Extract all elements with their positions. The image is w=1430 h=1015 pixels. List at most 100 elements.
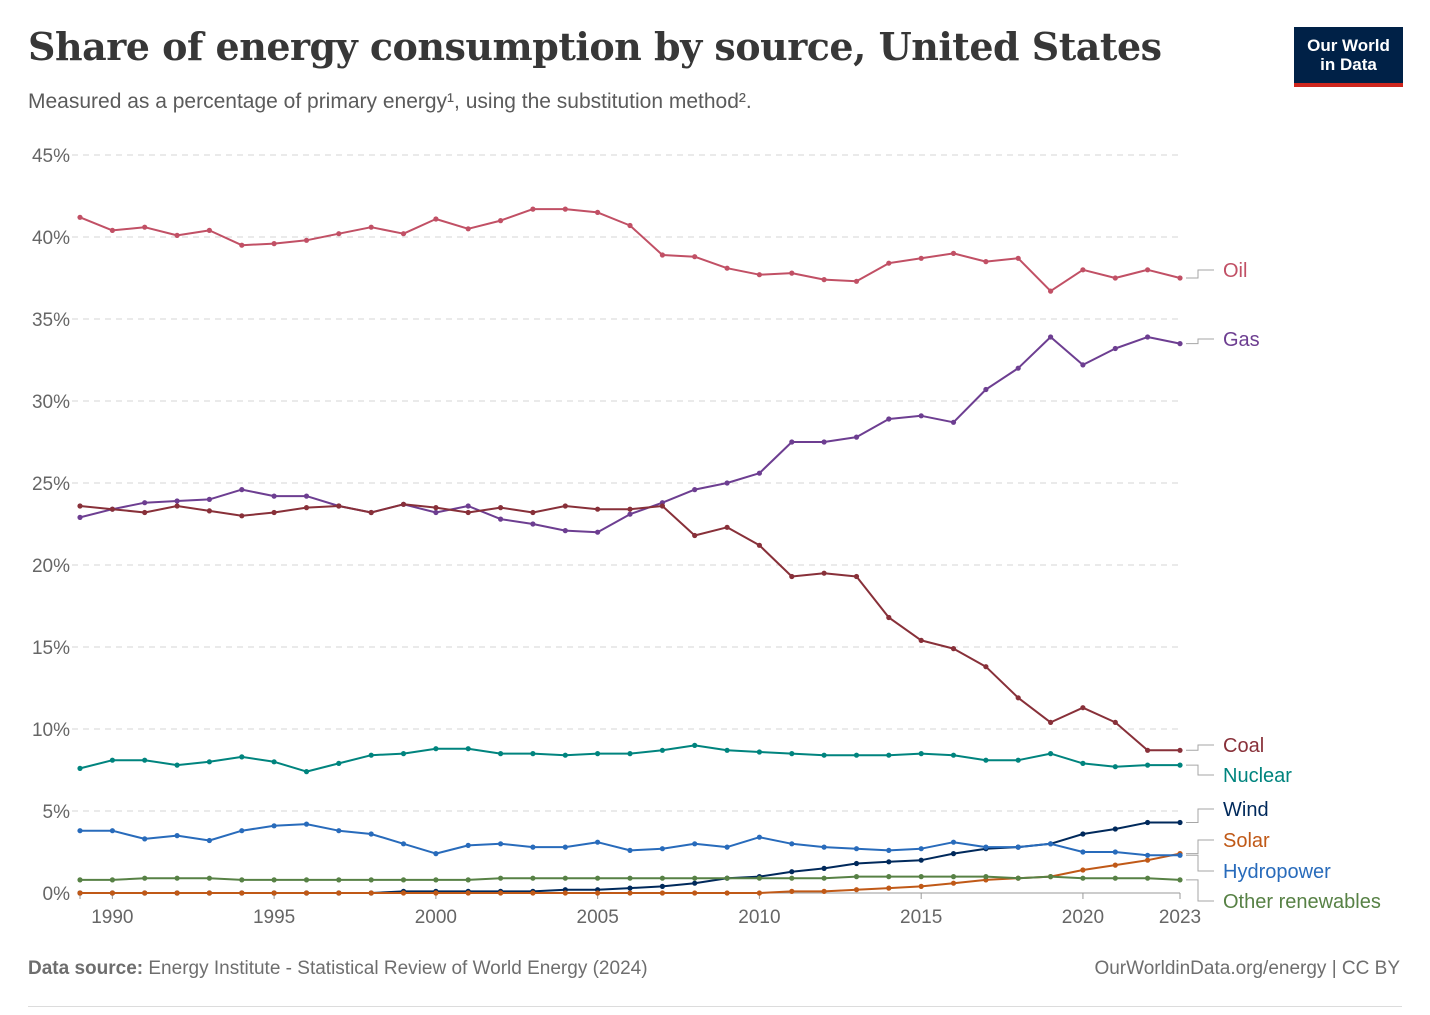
data-point-coal xyxy=(692,532,698,539)
series-solar xyxy=(77,851,1183,896)
series-hydropower xyxy=(77,821,1183,858)
data-point-other-renewables xyxy=(336,877,342,883)
data-point-hydropower xyxy=(659,846,666,852)
data-point-hydropower xyxy=(142,836,148,842)
data-point-nuclear xyxy=(756,749,763,755)
data-point-hydropower xyxy=(886,847,892,854)
data-point-oil xyxy=(174,232,180,238)
data-point-other-renewables xyxy=(595,875,601,881)
data-point-other-renewables xyxy=(498,875,504,881)
data-point-oil xyxy=(789,270,795,276)
data-point-nuclear xyxy=(77,765,83,772)
data-point-nuclear xyxy=(498,751,504,757)
data-point-other-renewables xyxy=(627,875,633,881)
owid-link[interactable]: OurWorldinData.org/energy | CC BY xyxy=(1094,958,1400,979)
data-point-gas xyxy=(789,439,795,445)
data-point-nuclear xyxy=(1048,751,1054,757)
data-point-other-renewables xyxy=(1177,877,1183,883)
data-point-coal xyxy=(1112,719,1118,726)
data-point-solar xyxy=(789,888,795,895)
data-point-solar xyxy=(465,890,471,896)
data-point-other-renewables xyxy=(789,875,795,881)
data-point-hydropower xyxy=(1048,841,1054,847)
data-point-wind xyxy=(886,859,892,865)
data-point-other-renewables xyxy=(206,875,212,881)
data-point-nuclear xyxy=(562,752,568,758)
data-point-solar xyxy=(659,890,666,896)
data-point-other-renewables xyxy=(983,874,989,880)
y-tick-label: 15% xyxy=(32,638,70,659)
data-point-nuclear xyxy=(983,757,989,763)
series-line-wind xyxy=(80,821,1180,894)
x-tick-label: 2023 xyxy=(1159,907,1201,928)
data-point-wind xyxy=(821,865,827,872)
data-point-solar xyxy=(627,890,633,896)
owid-logo[interactable]: Our World in Data xyxy=(1294,27,1403,87)
data-point-gas xyxy=(239,487,245,493)
data-point-oil xyxy=(1177,275,1183,281)
data-point-coal xyxy=(853,573,860,580)
data-point-hydropower xyxy=(595,839,601,845)
data-point-coal xyxy=(109,506,115,512)
series-line-coal xyxy=(79,503,1180,752)
chart-subtitle: Measured as a percentage of primary ener… xyxy=(28,90,752,113)
data-point-coal xyxy=(756,542,763,548)
data-point-hydropower xyxy=(174,833,180,839)
label-connector-other-renewables xyxy=(1186,879,1214,902)
data-point-coal xyxy=(206,508,212,514)
series-line-nuclear xyxy=(79,744,1180,773)
data-point-hydropower xyxy=(789,841,795,847)
data-point-other-renewables xyxy=(1048,874,1054,880)
data-point-coal xyxy=(1015,695,1021,701)
data-point-gas xyxy=(1112,345,1118,352)
data-point-solar xyxy=(1080,867,1086,873)
data-point-oil xyxy=(239,242,245,248)
data-point-gas xyxy=(595,529,601,535)
data-source-text: Energy Institute - Statistical Review of… xyxy=(143,958,648,979)
data-point-oil xyxy=(400,231,407,237)
data-point-coal xyxy=(239,513,245,519)
data-point-oil xyxy=(595,209,601,215)
data-point-coal xyxy=(303,505,310,511)
data-point-other-renewables xyxy=(109,877,115,883)
data-point-other-renewables xyxy=(400,877,407,883)
data-point-other-renewables xyxy=(174,875,180,881)
data-point-nuclear xyxy=(271,759,277,765)
data-point-oil xyxy=(1080,267,1086,273)
data-point-solar xyxy=(498,890,504,896)
data-point-coal xyxy=(950,646,957,652)
data-point-oil xyxy=(659,252,666,258)
data-point-nuclear xyxy=(918,751,924,757)
data-point-wind xyxy=(1145,819,1151,826)
data-point-other-renewables xyxy=(303,877,310,883)
data-point-hydropower xyxy=(433,851,439,857)
y-tick-label: 40% xyxy=(32,228,70,249)
data-point-nuclear xyxy=(174,762,180,768)
data-point-nuclear xyxy=(886,752,892,758)
data-point-wind xyxy=(627,885,633,891)
data-point-nuclear xyxy=(530,751,536,757)
footer-divider xyxy=(28,1006,1402,1007)
data-point-coal xyxy=(918,637,924,644)
data-point-oil xyxy=(983,259,989,265)
data-point-gas xyxy=(983,386,989,393)
data-point-hydropower xyxy=(271,823,277,829)
data-point-other-renewables xyxy=(1080,875,1086,881)
logo-line-1: Our World xyxy=(1307,36,1390,55)
series-other-renewables xyxy=(77,874,1183,883)
data-point-hydropower xyxy=(627,847,633,854)
label-connector-hydropower xyxy=(1186,854,1214,872)
data-point-nuclear xyxy=(465,746,471,752)
data-point-coal xyxy=(627,506,633,512)
data-point-nuclear xyxy=(627,751,633,757)
data-point-hydropower xyxy=(562,844,568,850)
data-point-coal xyxy=(174,503,180,509)
data-point-hydropower xyxy=(756,834,763,840)
data-point-other-renewables xyxy=(853,874,860,880)
data-point-other-renewables xyxy=(659,875,666,881)
data-point-nuclear xyxy=(692,742,698,749)
data-point-other-renewables xyxy=(142,875,148,881)
data-point-oil xyxy=(77,214,83,220)
series-label-other-renewables: Other renewables xyxy=(1223,891,1381,913)
data-point-other-renewables xyxy=(950,874,957,880)
